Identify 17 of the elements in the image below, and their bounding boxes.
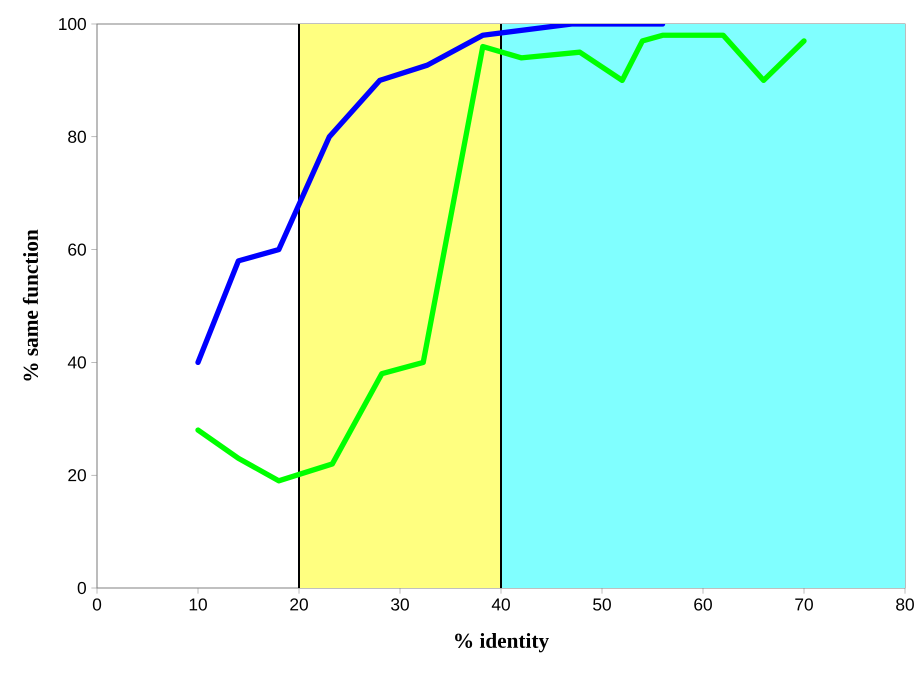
x-tick-label: 70 bbox=[795, 598, 813, 611]
x-tick-label: 40 bbox=[492, 598, 510, 611]
x-tick-label: 60 bbox=[694, 598, 712, 611]
x-tick-label: 10 bbox=[190, 598, 207, 611]
y-tick-label: 100 bbox=[59, 18, 86, 30]
x-tick-label: 80 bbox=[896, 598, 914, 611]
y-tick-label: 80 bbox=[68, 130, 86, 143]
x-tick-label: 20 bbox=[290, 598, 308, 611]
x-tick-label: 30 bbox=[391, 598, 409, 611]
x-tick-label: 50 bbox=[593, 598, 611, 611]
y-tick-label: 40 bbox=[68, 356, 86, 369]
y-tick-label: 60 bbox=[68, 243, 86, 256]
x-axis-title: % identity bbox=[455, 632, 549, 652]
y-tick-label: 0 bbox=[78, 582, 86, 594]
x-tick-label: 0 bbox=[92, 598, 102, 611]
y-tick-label: 20 bbox=[68, 469, 86, 482]
y-axis-title: % same function bbox=[22, 230, 38, 381]
